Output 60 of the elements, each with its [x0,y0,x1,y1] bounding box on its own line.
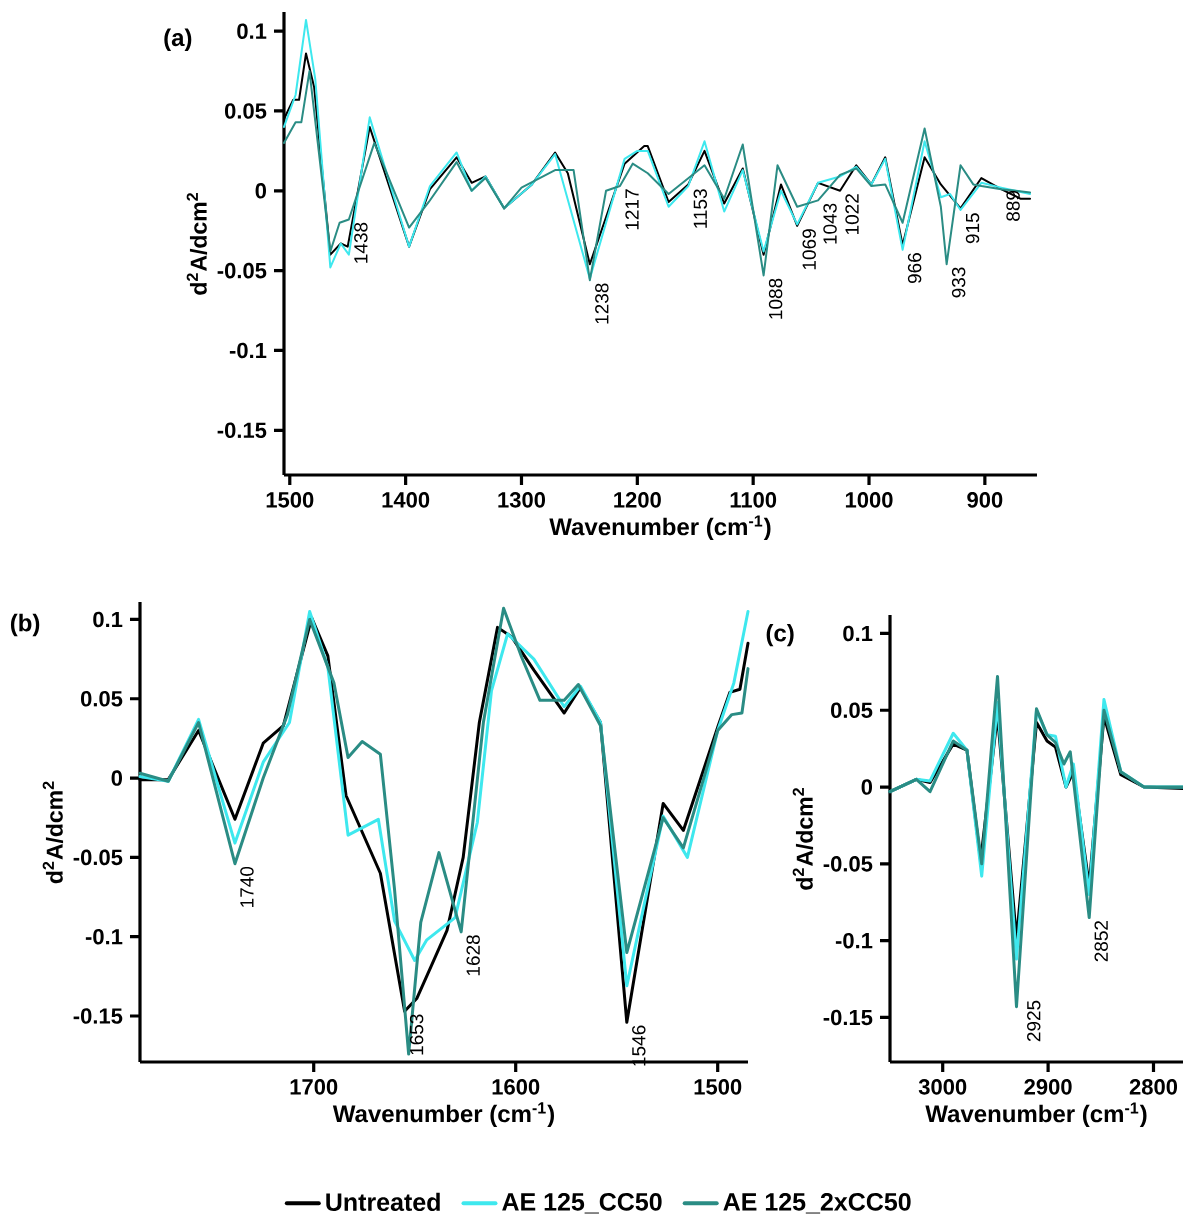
y-tick-label: 0 [111,770,123,786]
annotation: 1043 [823,203,837,244]
x-tick-label: 1000 [845,492,893,508]
x-tick-label: 2900 [1024,1079,1072,1095]
y-tick-label: 0.05 [831,702,873,719]
x-tick-label: 3000 [918,1079,967,1095]
x-axis-title: Wavenumber (cm$^{-1}$) [549,515,771,541]
y-axis-title: d$^{2}$A/dcm$^{2}$ [792,788,814,890]
x-tick-label: 1600 [492,1079,540,1095]
text: (a) [164,28,192,51]
x-axis-title: Wavenumber (cm$^{-1}$) [332,1102,554,1128]
annotation: 1740 [240,866,254,907]
annotation: 1628 [466,935,480,976]
y-tick-label: -0.15 [217,422,267,439]
x-tick-label: 2800 [1129,1079,1178,1095]
annotation: 1238 [595,283,609,324]
annotation: 1088 [768,278,783,319]
y-tick-label: 0.1 [237,23,267,39]
annotation: 2925 [1027,1000,1041,1042]
annotation: 1153 [693,189,708,228]
x-tick-label: 1700 [290,1079,338,1095]
y-tick-label: 0 [255,183,267,199]
annotation: 966 [907,253,922,284]
annotation: 1217 [625,189,639,230]
annotation: 889 [1006,190,1020,221]
x-axis-title: Wavenumber (cm$^{-1}$) [925,1102,1147,1128]
annotation: 933 [951,267,966,298]
x-tick-label: 1500 [694,1079,742,1095]
x-tick-label: 900 [967,492,1003,508]
y-tick-label: -0.05 [823,856,873,872]
y-tick-label: -0.15 [73,1008,123,1024]
y-tick-label: -0.1 [835,932,873,949]
y-tick-label: -0.1 [229,342,267,359]
y-tick-label: 0.05 [80,690,123,707]
legend-label: Untreated [326,1192,440,1212]
y-tick-label: -0.05 [217,262,267,279]
x-tick-label: 1100 [730,492,777,508]
legend-label: AE 125_CC50 [502,1193,662,1214]
x-tick-label: 1300 [498,492,546,508]
x-tick-label: 1500 [266,492,314,508]
x-tick-label: 1200 [614,492,661,508]
y-tick-label: 0 [861,779,873,795]
chart-title: (b) [10,613,40,637]
y-axis-title: d$^{2}$A/dcm$^{2}$ [42,781,64,884]
legend-label: AE 125_2xCC50 [723,1193,911,1214]
y-tick-label: 0.1 [93,611,123,628]
y-tick-label: -0.05 [73,849,123,866]
y-tick-label: -0.1 [85,928,123,945]
chart-title: (c) [766,623,794,647]
annotation: 1438 [354,222,368,263]
annotation: 1653 [409,1014,424,1055]
y-tick-label: -0.15 [823,1009,873,1026]
annotation: 1069 [802,229,816,270]
annotation: 915 [965,213,980,244]
x-tick-label: 1400 [382,492,430,508]
y-tick-label: 0.05 [224,103,267,119]
y-tick-label: 0.1 [843,625,873,642]
annotation: 1022 [845,194,859,235]
annotation: 2852 [1094,920,1108,962]
y-axis-title: d$^{2}$A/dcm$^{2}$ [186,193,208,295]
